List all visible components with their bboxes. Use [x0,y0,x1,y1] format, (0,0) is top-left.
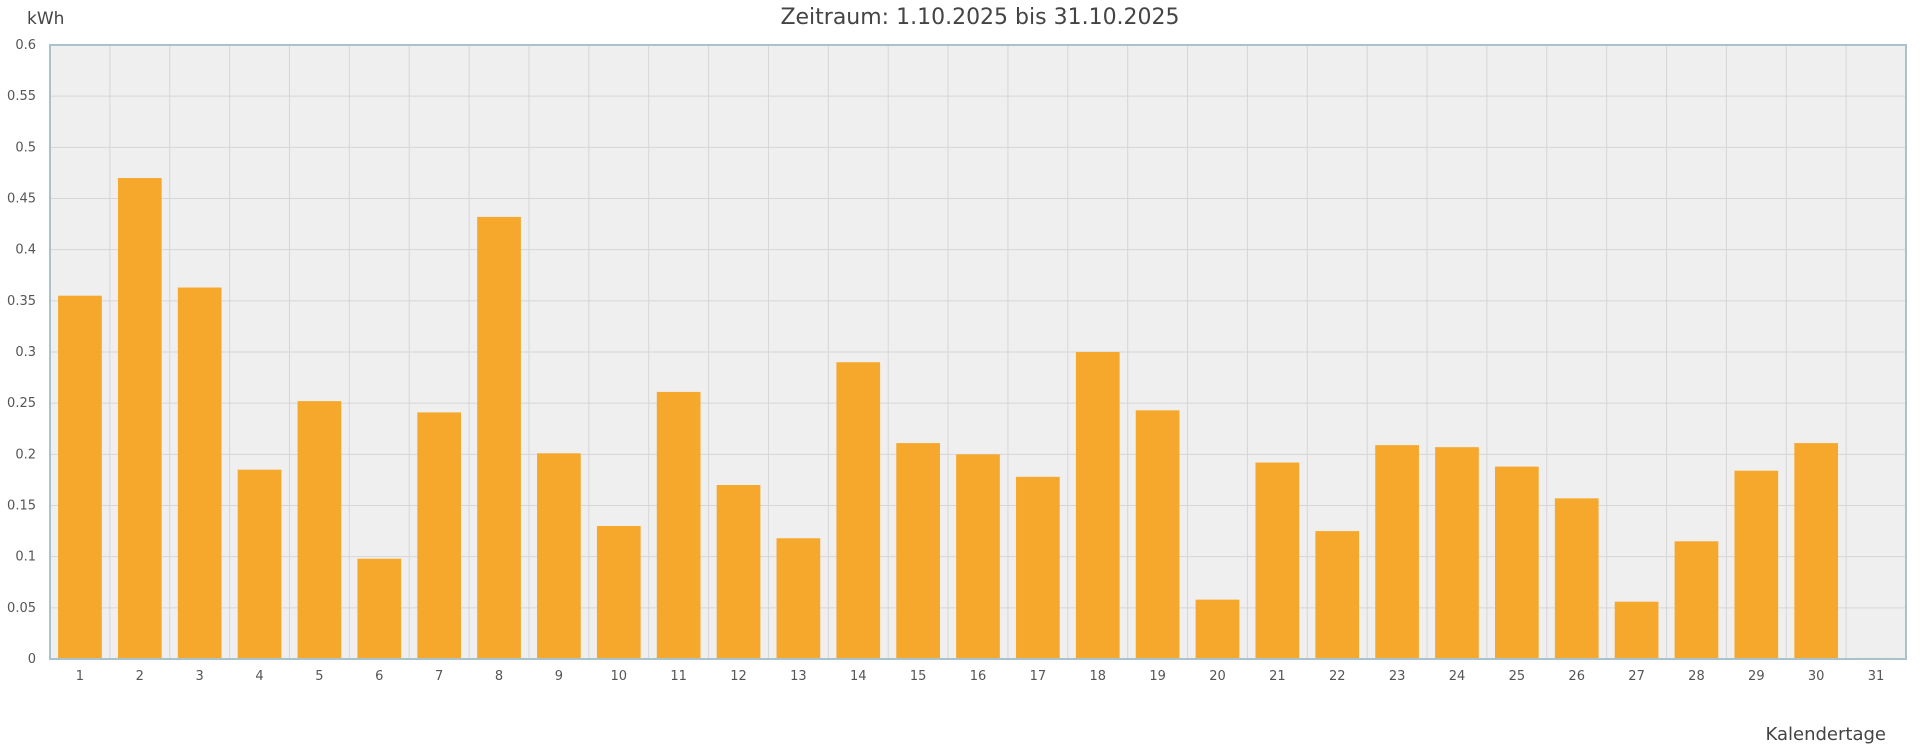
y-tick-label: 0.15 [7,499,36,514]
y-tick-label: 0.3 [15,345,36,360]
y-tick-label: 0.2 [15,447,36,462]
bar-day-3 [177,287,222,659]
bar-day-16 [956,454,1000,659]
bar-day-26 [1554,498,1599,659]
bar-day-28 [1674,541,1719,659]
x-tick-label: 3 [196,669,204,684]
bar-day-27 [1614,601,1659,659]
bar-day-7 [417,412,462,659]
bar-day-17 [1016,476,1060,659]
bar-day-4 [237,469,282,659]
x-tick-label: 23 [1389,669,1406,684]
bar-day-6 [357,558,402,659]
x-tick-label: 31 [1868,669,1885,684]
y-axis-ticks: 0 0.05 0.1 0.15 0.2 0.25 0.3 0.35 0.4 0.45 0.5 0.55… [7,38,36,667]
bar-day-9 [537,453,581,659]
bars [58,178,1898,660]
bar-day-1 [58,295,102,659]
bar-day-24 [1435,447,1479,659]
x-tick-label: 10 [611,669,628,684]
bar-day-13 [776,538,821,659]
x-tick-label: 24 [1449,669,1466,684]
x-tick-label: 7 [435,669,443,684]
x-tick-label: 19 [1149,669,1166,684]
bar-day-21 [1255,462,1300,659]
bar-day-2 [117,178,162,660]
y-tick-label: 0.55 [7,89,36,104]
y-tick-label: 0.1 [15,550,36,565]
bar-day-23 [1375,445,1419,659]
x-tick-label: 5 [315,669,323,684]
bar-day-11 [656,391,701,659]
x-tick-label: 18 [1089,669,1106,684]
y-tick-label: 0.25 [7,396,36,411]
y-tick-label: 0.5 [15,140,36,155]
bar-day-5 [297,401,342,659]
y-tick-label: 0.6 [15,38,36,53]
chart-title: Zeitraum: 1.10.2025 bis 31.10.2025 [780,5,1179,30]
bar-day-12 [716,485,761,659]
x-tick-label: 4 [255,669,263,684]
y-tick-label: 0.4 [15,243,36,258]
x-tick-label: 30 [1808,669,1825,684]
grid-lines [50,45,1906,659]
x-tick-label: 15 [910,669,927,684]
bar-day-15 [896,443,940,659]
x-axis-label: Kalendertage [1766,724,1887,745]
x-tick-label: 22 [1329,669,1346,684]
x-tick-label: 13 [790,669,807,684]
bar-day-10 [596,525,641,659]
y-tick-label: 0 [28,652,36,667]
bar-day-20 [1195,599,1240,659]
x-tick-label: 17 [1030,669,1047,684]
x-tick-label: 6 [375,669,383,684]
x-tick-label: 21 [1269,669,1286,684]
plot-frame [49,44,1907,660]
y-tick-label: 0.35 [7,294,36,309]
x-tick-label: 2 [136,669,144,684]
x-tick-label: 29 [1748,669,1765,684]
x-tick-label: 8 [495,669,503,684]
x-tick-label: 27 [1628,669,1645,684]
bar-day-30 [1794,443,1839,659]
x-tick-label: 1 [76,669,84,684]
y-tick-label: 0.05 [7,601,36,616]
x-tick-label: 9 [555,669,563,684]
x-tick-label: 25 [1509,669,1526,684]
x-axis-ticks: 1 2 3 4 5 6 7 8 9 10 11 12 13 14 15 16 17 18 19 20 21 22 23 24 2… [76,669,1885,684]
y-axis-unit-label: kWh [27,9,64,29]
bar-day-8 [477,216,521,660]
bar-day-22 [1315,531,1360,659]
x-tick-label: 28 [1688,669,1705,684]
x-tick-label: 11 [670,669,687,684]
x-tick-label: 12 [730,669,747,684]
y-tick-label: 0.45 [7,192,36,207]
bar-day-25 [1494,466,1539,659]
x-tick-label: 26 [1568,669,1585,684]
bar-day-29 [1734,470,1779,659]
bar-day-14 [836,362,881,659]
bar-day-19 [1135,410,1180,659]
x-tick-label: 14 [850,669,867,684]
x-tick-label: 20 [1209,669,1226,684]
x-tick-label: 16 [970,669,987,684]
bar-day-18 [1075,352,1120,659]
